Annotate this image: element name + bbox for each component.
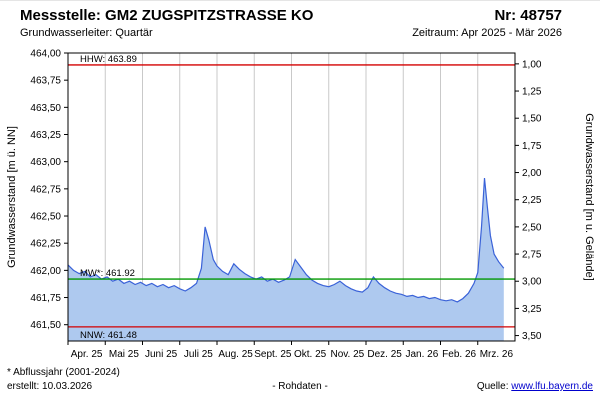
y-left-tick-label: 461,75 [30, 293, 61, 304]
x-tick-label: Okt. 25 [294, 349, 327, 360]
hhw-label: HHW: 463.89 [80, 54, 137, 65]
y-right-tick-label: 1,00 [522, 59, 542, 70]
x-tick-label: Feb. 26 [442, 349, 476, 360]
y-left-tick-label: 461,50 [30, 320, 61, 331]
y-right-tick-label: 2,25 [522, 195, 542, 206]
y-left-tick-label: 463,25 [30, 130, 61, 141]
x-tick-label: Aug. 25 [218, 349, 253, 360]
source-link[interactable]: www.lfu.bayern.de [511, 381, 593, 392]
y-left-tick-label: 464,00 [30, 49, 61, 60]
y-right-tick-label: 2,50 [522, 222, 542, 233]
source-line: Quelle: www.lfu.bayern.de [477, 381, 593, 392]
x-tick-label: Dez. 25 [367, 349, 402, 360]
x-tick-label: Mrz. 26 [480, 349, 514, 360]
created-label: erstellt: 10.03.2026 [7, 381, 93, 392]
groundwater-hydrograph-chart: HHW: 463.89 MW*: 461.92 NNW: 461.48 464,00 4… [6, 49, 595, 361]
aquifer-label: Grundwasserleiter: Quartär [20, 27, 153, 39]
y-left-tick-label: 463,00 [30, 157, 61, 168]
x-tick-label: Apr. 25 [71, 349, 103, 360]
y-right-tick-label: 1,50 [522, 114, 542, 125]
y-left-tick-label: 462,00 [30, 266, 61, 277]
mw-label: MW*: 461.92 [80, 268, 135, 279]
x-tick-label: Juni 25 [145, 349, 178, 360]
source-label: Quelle: [476, 381, 509, 392]
x-tick-label: Sept. 25 [254, 349, 292, 360]
y-axis-right-title: Grundwasserstand [m u. Gelände] [583, 113, 595, 281]
x-tick-label: Mai 25 [109, 349, 139, 360]
y-right-tick-label: 3,00 [522, 277, 542, 288]
x-tick-label: Nov. 25 [331, 349, 365, 360]
y-right-tick-label: 1,75 [522, 141, 542, 152]
nnw-label: NNW: 461.48 [80, 330, 137, 341]
rohdaten-label: - Rohdaten - [272, 381, 328, 392]
y-left-tick-label: 462,50 [30, 212, 61, 223]
y-left-tick-label: 462,25 [30, 239, 61, 250]
footer: * Abflussjahr (2001-2024) erstellt: 10.0… [0, 367, 600, 395]
period-label: Zeitraum: Apr 2025 - Mär 2026 [412, 27, 562, 39]
station-title: Messstelle: GM2 ZUGSPITZSTRASSE KO [20, 7, 314, 24]
header: Messstelle: GM2 ZUGSPITZSTRASSE KO Nr: 4… [0, 1, 600, 39]
x-tick-label: Jan. 26 [405, 349, 438, 360]
groundwater-area [68, 178, 504, 341]
y-left-tick-label: 462,75 [30, 184, 61, 195]
y-right-tick-label: 1,25 [522, 87, 542, 98]
y-right-tick-label: 3,25 [522, 304, 542, 315]
y-right-tick-label: 2,00 [522, 168, 542, 179]
abflussjahr-note: * Abflussjahr (2001-2024) [7, 367, 120, 378]
y-right-tick-label: 3,50 [522, 331, 542, 342]
y-left-tick-label: 463,50 [30, 103, 61, 114]
x-tick-label: Juli 25 [184, 349, 213, 360]
y-right-tick-label: 2,75 [522, 250, 542, 261]
y-left-tick-label: 463,75 [30, 76, 61, 87]
y-axis-left-title: Grundwasserstand [m ü. NN] [6, 126, 18, 268]
station-number: Nr: 48757 [494, 7, 562, 24]
groundwater-line [67, 177, 505, 303]
